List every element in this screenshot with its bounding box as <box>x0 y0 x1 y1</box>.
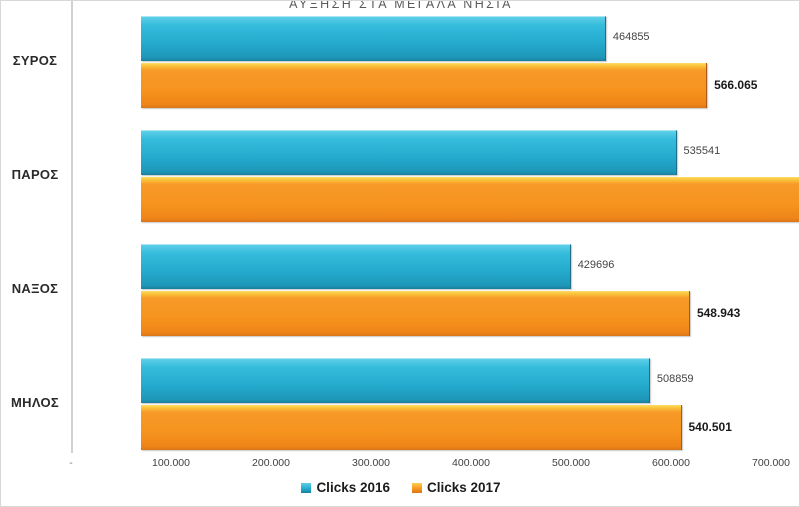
x-axis-tick-label: 500.000 <box>552 457 590 469</box>
data-label: 540.501 <box>688 419 732 434</box>
legend-label: Clicks 2016 <box>316 480 390 495</box>
data-label: 535541 <box>683 144 721 157</box>
plot-area: 464855566.065535541662.978429696548.9435… <box>71 6 799 451</box>
x-axis-tick-label: 600.000 <box>652 457 690 469</box>
chart-legend: Clicks 2016 Clicks 2017 <box>1 480 799 495</box>
bar-series-b <box>141 63 708 108</box>
legend-item-series-a[interactable]: Clicks 2016 <box>301 480 390 495</box>
x-axis-tick-label: 100.000 <box>152 457 190 469</box>
value-axis-line <box>71 1 73 453</box>
bar-series-a <box>141 358 650 403</box>
bar-series-a <box>141 16 606 61</box>
chart-title: ΑΥΞΗΣΗ ΣΤΑ ΜΕΓΑΛΑ ΝΗΣΙΑ <box>289 0 513 11</box>
legend-item-series-b[interactable]: Clicks 2017 <box>412 480 501 495</box>
bar-series-a <box>141 130 677 175</box>
data-label: 464855 <box>612 30 650 43</box>
data-label: 566.065 <box>714 77 758 92</box>
category-label: ΜΗΛΟΣ <box>11 395 59 410</box>
category-label: ΝΑΞΟΣ <box>11 281 59 296</box>
bar-series-a <box>141 244 571 289</box>
legend-label: Clicks 2017 <box>427 480 501 495</box>
bar-series-b <box>141 291 690 336</box>
bar-series-b <box>141 405 682 450</box>
x-axis-tick-label: 400.000 <box>452 457 490 469</box>
legend-swatch-icon <box>301 482 312 493</box>
legend-swatch-icon <box>412 482 422 493</box>
data-label: 548.943 <box>696 305 741 320</box>
category-label: ΣΥΡΟΣ <box>12 53 58 68</box>
data-label: 508859 <box>656 372 694 385</box>
data-label: 429696 <box>577 258 615 271</box>
category-label: ΠΑΡΟΣ <box>11 167 59 182</box>
x-axis-tick-label: 700.000 <box>752 457 790 469</box>
x-axis-tick-label: - <box>69 457 73 469</box>
x-axis-tick-label: 300.000 <box>352 457 390 469</box>
bar-series-b <box>141 177 799 222</box>
x-axis-tick-label: 200.000 <box>252 457 290 469</box>
